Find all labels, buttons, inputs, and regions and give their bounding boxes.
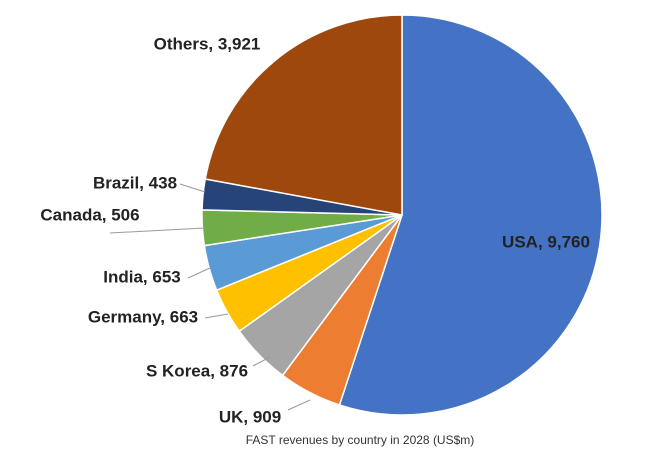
- data-label: Canada, 506: [40, 205, 139, 224]
- pie-slice: [338, 14, 603, 416]
- data-label: S Korea, 876: [146, 361, 248, 380]
- data-label: India, 653: [103, 267, 180, 286]
- data-label: Germany, 663: [88, 307, 198, 326]
- leader-line: [109, 227, 206, 234]
- leader-line: [179, 183, 206, 193]
- leader-line: [252, 356, 271, 367]
- data-label: USA, 9,760: [502, 232, 590, 251]
- data-label: Others, 3,921: [154, 34, 261, 53]
- leader-line: [187, 267, 211, 279]
- pie-slice: [204, 14, 403, 216]
- data-label: Brazil, 438: [93, 173, 177, 192]
- leader-line: [204, 313, 229, 319]
- chart-caption: FAST revenues by country in 2028 (US$m): [246, 433, 475, 447]
- data-label: UK, 909: [219, 407, 281, 426]
- leader-line: [287, 399, 311, 411]
